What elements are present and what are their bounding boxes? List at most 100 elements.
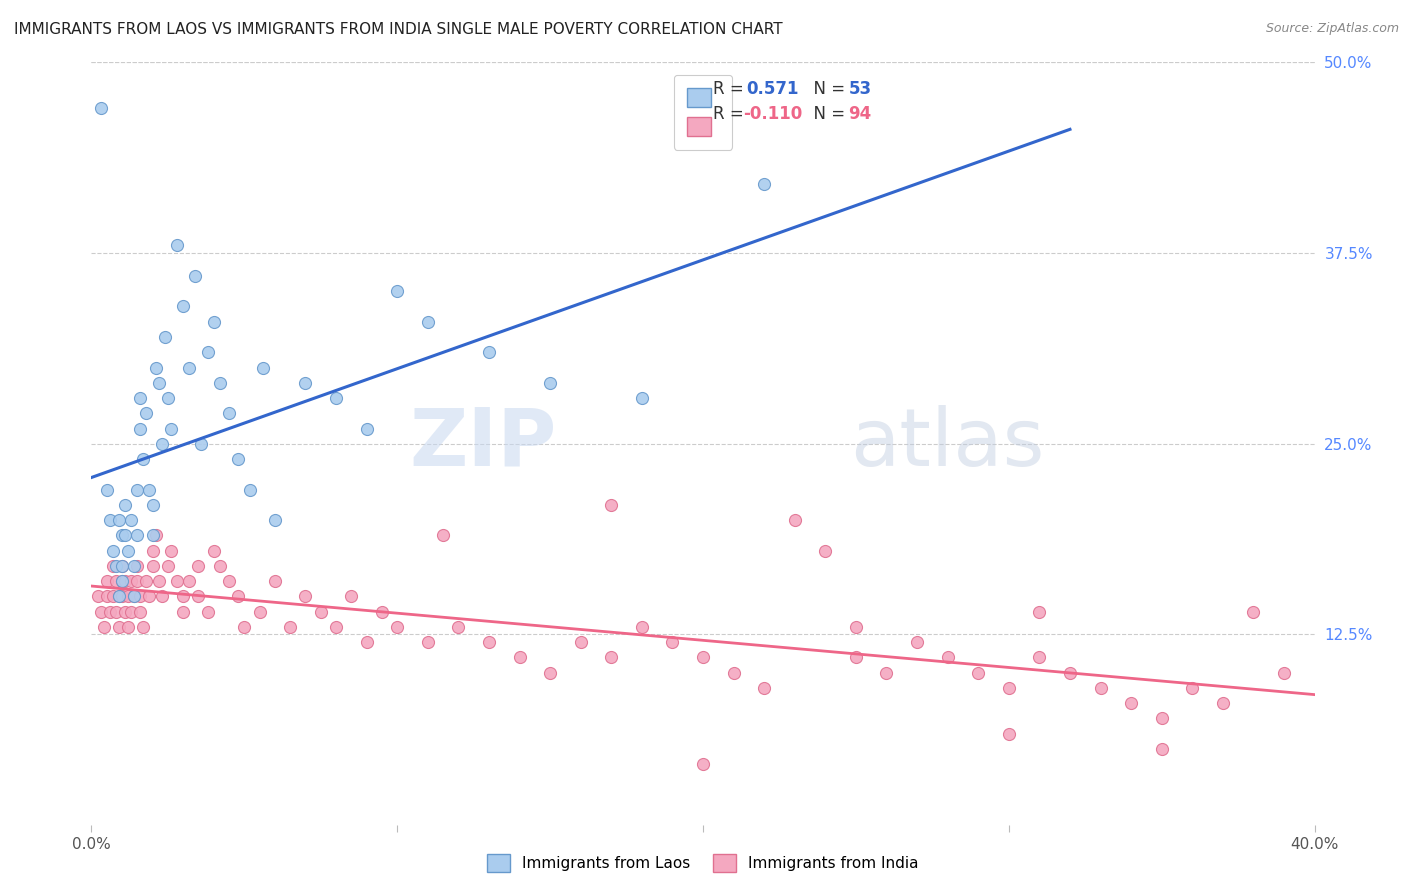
Point (385, 284, 409, 298)
Point (111, 558, 134, 573)
Legend: Immigrants from Laos, Immigrants from India: Immigrants from Laos, Immigrants from In… (479, 846, 927, 880)
Point (114, 574, 136, 588)
Text: ZIP: ZIP (409, 405, 557, 483)
Point (1150, 742, 1173, 756)
Point (93, 620, 115, 634)
Point (416, 635, 439, 649)
Point (783, 513, 806, 527)
Point (631, 391, 654, 405)
Point (138, 590, 160, 604)
Point (187, 558, 209, 573)
Point (998, 681, 1021, 695)
Point (294, 590, 316, 604)
Point (101, 558, 124, 573)
Point (132, 620, 155, 634)
Point (148, 574, 170, 588)
Point (416, 315, 439, 329)
Point (278, 620, 301, 634)
Point (101, 590, 124, 604)
Point (356, 421, 378, 435)
Point (156, 558, 179, 573)
Point (239, 483, 262, 497)
Point (692, 757, 714, 772)
Point (90, 101, 112, 115)
Point (129, 391, 152, 405)
Point (875, 665, 898, 680)
Point (723, 665, 745, 680)
Point (98, 513, 121, 527)
Point (190, 436, 212, 450)
Legend: , : , (673, 75, 733, 150)
Point (356, 635, 378, 649)
Point (120, 574, 142, 588)
Point (166, 238, 188, 252)
Point (371, 605, 394, 619)
Point (117, 620, 139, 634)
Point (447, 620, 470, 634)
Point (127, 558, 149, 573)
Point (478, 345, 501, 359)
Point (845, 620, 868, 634)
Point (754, 681, 776, 695)
Point (148, 376, 170, 390)
Point (120, 513, 142, 527)
Point (138, 483, 160, 497)
Text: 94: 94 (849, 105, 872, 123)
Point (108, 590, 131, 604)
Point (998, 726, 1021, 740)
Point (135, 406, 157, 420)
Point (127, 528, 149, 542)
Point (179, 360, 201, 375)
Point (1150, 711, 1173, 725)
Point (754, 178, 776, 192)
Point (692, 650, 714, 665)
Point (160, 421, 183, 435)
Point (233, 620, 256, 634)
Point (122, 558, 145, 573)
Point (104, 574, 127, 588)
Point (172, 300, 194, 314)
Point (208, 376, 231, 390)
Point (111, 558, 134, 573)
Point (218, 406, 240, 420)
Point (114, 528, 136, 542)
Point (1181, 681, 1204, 695)
Point (141, 558, 163, 573)
Point (150, 436, 173, 450)
Point (145, 528, 167, 542)
Point (122, 590, 145, 604)
Point (86, 590, 108, 604)
Point (135, 574, 157, 588)
Text: N =: N = (803, 80, 851, 98)
Point (114, 605, 136, 619)
Point (145, 360, 167, 375)
Point (172, 590, 194, 604)
Point (108, 620, 131, 634)
Point (117, 590, 139, 604)
Point (226, 452, 249, 467)
Point (96, 590, 118, 604)
Point (197, 605, 219, 619)
Point (538, 376, 561, 390)
Point (127, 483, 149, 497)
Point (122, 590, 145, 604)
Text: IMMIGRANTS FROM LAOS VS IMMIGRANTS FROM INDIA SINGLE MALE POVERTY CORRELATION CH: IMMIGRANTS FROM LAOS VS IMMIGRANTS FROM … (14, 22, 783, 37)
Point (141, 498, 163, 512)
Point (1059, 665, 1081, 680)
Point (172, 605, 194, 619)
Text: Source: ZipAtlas.com: Source: ZipAtlas.com (1265, 22, 1399, 36)
Point (569, 635, 592, 649)
Point (509, 650, 531, 665)
Point (432, 528, 454, 542)
Point (385, 620, 409, 634)
Point (90, 605, 112, 619)
Point (104, 558, 127, 573)
Point (202, 543, 225, 558)
Point (1243, 605, 1265, 619)
Point (101, 543, 124, 558)
Point (98, 605, 121, 619)
Point (252, 360, 274, 375)
Point (111, 590, 134, 604)
Point (1028, 605, 1050, 619)
Point (202, 315, 225, 329)
